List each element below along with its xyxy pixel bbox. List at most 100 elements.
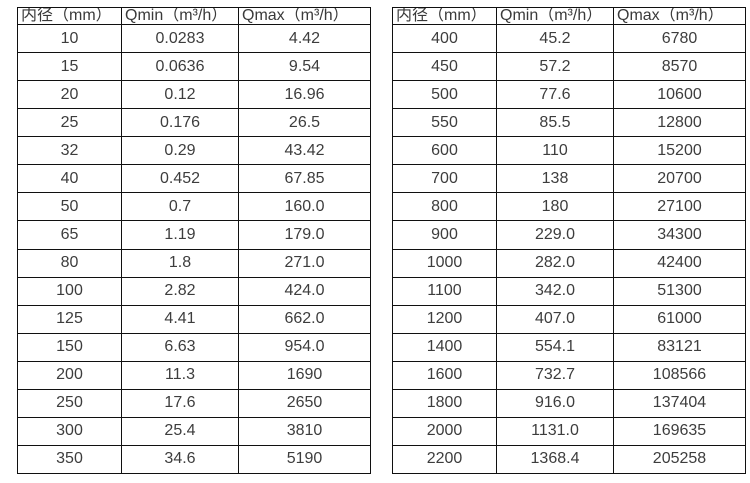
table-cell: 1.8 <box>121 248 239 278</box>
table-cell: 282.0 <box>496 248 614 278</box>
table-cell: 229.0 <box>496 220 614 250</box>
table-cell: 10600 <box>613 80 746 110</box>
table-row: 250 17.6 2650 <box>17 388 371 418</box>
table-cell: 205258 <box>613 444 746 475</box>
table-row: 150 6.63 954.0 <box>17 332 371 362</box>
table-cell: 2.82 <box>121 276 239 306</box>
table-cell: 1100 <box>392 276 497 306</box>
table-row: 1000 282.0 42400 <box>392 248 746 278</box>
table-cell: 100 <box>17 276 122 306</box>
table-cell: 0.452 <box>121 164 239 194</box>
table-row: 1600 732.7 108566 <box>392 360 746 390</box>
table-cell: 1200 <box>392 304 497 334</box>
table-cell: 400 <box>392 23 497 54</box>
table-cell: 500 <box>392 80 497 110</box>
table-row: 40 0.452 67.85 <box>17 164 371 194</box>
table-cell: 160.0 <box>238 192 371 222</box>
table-cell: 11.3 <box>121 360 239 390</box>
table-cell: 1131.0 <box>496 416 614 446</box>
table-cell: 8570 <box>613 52 746 82</box>
table-row: 2200 1368.4 205258 <box>392 444 746 475</box>
table-cell: 67.85 <box>238 164 371 194</box>
table-cell: 271.0 <box>238 248 371 278</box>
table-row: 300 25.4 3810 <box>17 416 371 446</box>
table-cell: 26.5 <box>238 108 371 138</box>
column-header: 内径（mm） <box>392 7 497 25</box>
table-cell: 0.29 <box>121 136 239 166</box>
table-cell: 17.6 <box>121 388 239 418</box>
table-row: 800 180 27100 <box>392 192 746 222</box>
table-cell: 3810 <box>238 416 371 446</box>
table-row: 200 11.3 1690 <box>17 360 371 390</box>
table-cell: 169635 <box>613 416 746 446</box>
table-cell: 61000 <box>613 304 746 334</box>
table-cell: 65 <box>17 220 122 250</box>
table-cell: 1.19 <box>121 220 239 250</box>
table-cell: 4.42 <box>238 23 371 54</box>
table-row: 2000 1131.0 169635 <box>392 416 746 446</box>
table-row: 10 0.0283 4.42 <box>17 23 371 54</box>
table-cell: 80 <box>17 248 122 278</box>
table-cell: 407.0 <box>496 304 614 334</box>
table-cell: 1690 <box>238 360 371 390</box>
table-cell: 1800 <box>392 388 497 418</box>
table-cell: 550 <box>392 108 497 138</box>
table-cell: 42400 <box>613 248 746 278</box>
table-cell: 43.42 <box>238 136 371 166</box>
table-cell: 1000 <box>392 248 497 278</box>
table-cell: 1600 <box>392 360 497 390</box>
table-row: 65 1.19 179.0 <box>17 220 371 250</box>
table-row: 125 4.41 662.0 <box>17 304 371 334</box>
table-cell: 4.41 <box>121 304 239 334</box>
table-cell: 108566 <box>613 360 746 390</box>
table-cell: 600 <box>392 136 497 166</box>
table-row: 400 45.2 6780 <box>392 23 746 54</box>
table-cell: 5190 <box>238 444 371 475</box>
table-cell: 137404 <box>613 388 746 418</box>
table-cell: 51300 <box>613 276 746 306</box>
table-cell: 662.0 <box>238 304 371 334</box>
table-cell: 916.0 <box>496 388 614 418</box>
table-cell: 9.54 <box>238 52 371 82</box>
table-cell: 0.0283 <box>121 23 239 54</box>
table-cell: 20 <box>17 80 122 110</box>
table-cell: 0.176 <box>121 108 239 138</box>
table-cell: 800 <box>392 192 497 222</box>
table-cell: 0.12 <box>121 80 239 110</box>
table-cell: 2650 <box>238 388 371 418</box>
table-cell: 27100 <box>613 192 746 222</box>
table-row: 350 34.6 5190 <box>17 444 371 475</box>
table-cell: 20700 <box>613 164 746 194</box>
table-cell: 6780 <box>613 23 746 54</box>
column-header: 内径（mm） <box>17 7 122 25</box>
table-cell: 25.4 <box>121 416 239 446</box>
table-cell: 2000 <box>392 416 497 446</box>
column-header: Qmin（m³/h） <box>121 7 239 25</box>
column-header: Qmax（m³/h） <box>613 7 746 25</box>
table-cell: 200 <box>17 360 122 390</box>
table-cell: 342.0 <box>496 276 614 306</box>
table-row: 900 229.0 34300 <box>392 220 746 250</box>
table-row: 1200 407.0 61000 <box>392 304 746 334</box>
table-cell: 15200 <box>613 136 746 166</box>
table-cell: 554.1 <box>496 332 614 362</box>
table-cell: 900 <box>392 220 497 250</box>
table-cell: 732.7 <box>496 360 614 390</box>
table-cell: 250 <box>17 388 122 418</box>
table-row: 100 2.82 424.0 <box>17 276 371 306</box>
table-cell: 110 <box>496 136 614 166</box>
table-cell: 350 <box>17 444 122 475</box>
table-cell: 138 <box>496 164 614 194</box>
table-cell: 954.0 <box>238 332 371 362</box>
flow-table-large-diameters: 内径（mm） Qmin（m³/h） Qmax（m³/h） 400 45.2 6780 450… <box>392 7 746 475</box>
table-cell: 6.63 <box>121 332 239 362</box>
table-cell: 77.6 <box>496 80 614 110</box>
table-cell: 15 <box>17 52 122 82</box>
table-row: 25 0.176 26.5 <box>17 108 371 138</box>
table-cell: 34.6 <box>121 444 239 475</box>
flow-table-small-diameters: 内径（mm） Qmin（m³/h） Qmax（m³/h） 10 0.0283 4.42 15… <box>17 7 371 475</box>
table-row: 32 0.29 43.42 <box>17 136 371 166</box>
header-row: 内径（mm） Qmin（m³/h） Qmax（m³/h） <box>17 7 371 25</box>
table-row: 700 138 20700 <box>392 164 746 194</box>
